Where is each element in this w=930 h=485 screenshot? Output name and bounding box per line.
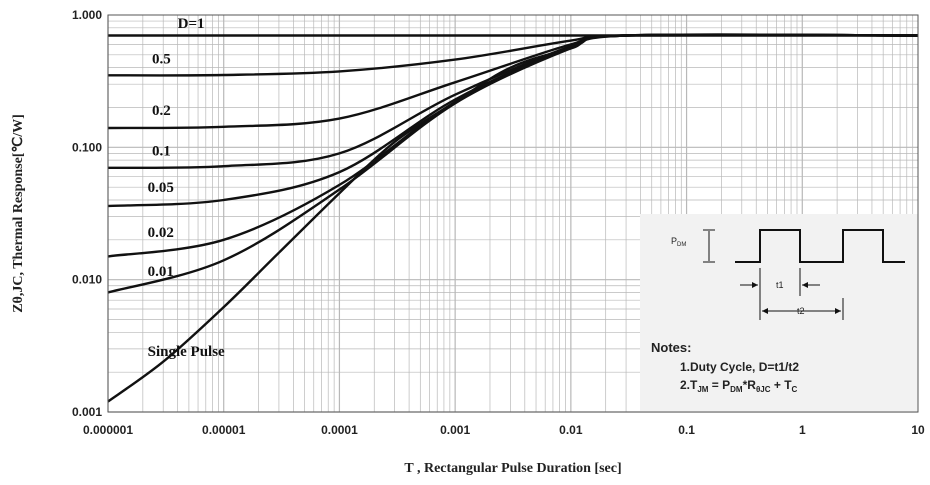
x-tick-label: 0.000001 xyxy=(83,423,133,437)
curve-label: 0.05 xyxy=(148,180,174,196)
plot-frame xyxy=(107,14,919,413)
curve-label: 0.5 xyxy=(152,52,171,68)
t1-label: t1 xyxy=(776,280,784,290)
x-axis-label: T , Rectangular Pulse Duration [sec] xyxy=(404,461,621,476)
y-tick-label: 0.100 xyxy=(72,140,102,154)
curve-label: 0.1 xyxy=(152,143,171,159)
t2-arrowhead-left xyxy=(762,308,768,314)
y-tick-label: 1.000 xyxy=(72,8,102,22)
x-tick-label: 1 xyxy=(799,423,806,437)
x-tick-label: 0.00001 xyxy=(202,423,246,437)
curves xyxy=(107,33,919,403)
pdm-label: PDM xyxy=(671,236,686,248)
curve-0-05 xyxy=(107,33,919,208)
tick-labels: 0.000001 0.00001 0.0001 0.001 0.01 0.1 1 10 0.00… xyxy=(72,8,925,437)
curve-label: Single Pulse xyxy=(148,344,225,360)
y-tick-label: 0.010 xyxy=(72,273,102,287)
y-tick-label: 0.001 xyxy=(72,405,102,419)
curve-single-pulse xyxy=(107,33,919,403)
pulse-waveform-diagram xyxy=(703,229,905,320)
inset-panel: PDM t1 t2 Notes: 1.Duty Cycle, D=t1/t2 2… xyxy=(640,214,918,412)
y-axis-label: Zθ,JC, Thermal Response[℃/W] xyxy=(11,114,26,313)
curve-label: 0.02 xyxy=(148,225,174,241)
curve-label: 0.01 xyxy=(148,264,174,280)
curve-label: 0.2 xyxy=(152,103,171,119)
notes-title: Notes: xyxy=(651,340,691,355)
t1-arrowhead-left xyxy=(752,282,758,288)
grid xyxy=(107,15,918,413)
curve-label: D=1 xyxy=(178,16,205,32)
t2-label: t2 xyxy=(797,306,805,316)
x-tick-label: 0.0001 xyxy=(321,423,358,437)
t1-arrowhead-right xyxy=(802,282,808,288)
x-tick-label: 0.01 xyxy=(559,423,583,437)
t2-arrowhead-right xyxy=(835,308,841,314)
inset-background xyxy=(640,214,918,412)
note-junction-temp: 2.TJM = PDM*RθJC + TC xyxy=(680,378,798,394)
curve-labels: D=1 0.5 0.2 0.1 0.05 0.02 0.01 Single Pulse xyxy=(148,16,225,360)
pulse-waveform xyxy=(735,229,905,263)
x-tick-label: 0.1 xyxy=(678,423,695,437)
curve-0-2 xyxy=(107,33,919,130)
x-tick-label: 0.001 xyxy=(440,423,470,437)
note-duty-cycle: 1.Duty Cycle, D=t1/t2 xyxy=(680,360,799,374)
x-tick-label: 10 xyxy=(911,423,925,437)
